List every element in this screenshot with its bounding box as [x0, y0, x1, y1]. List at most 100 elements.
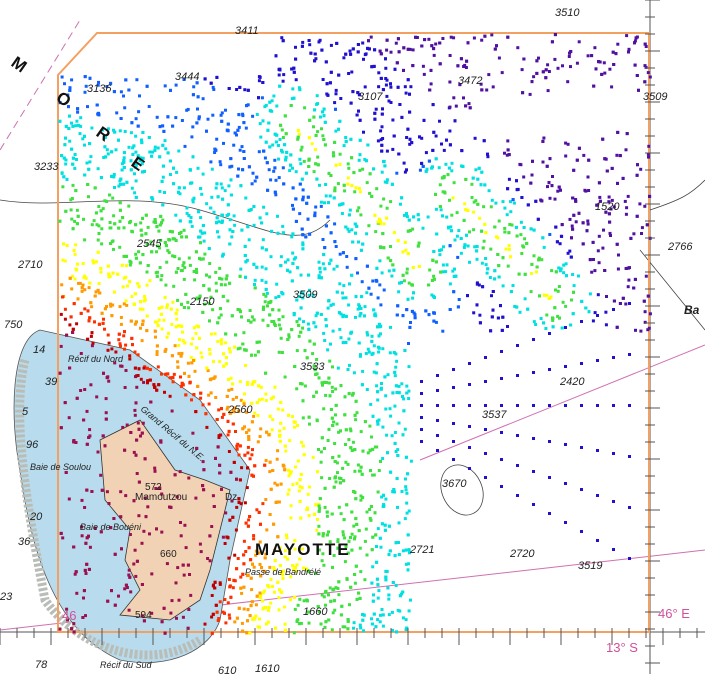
sounding-point	[322, 107, 326, 111]
sounding-point	[410, 283, 414, 287]
sounding-point	[222, 364, 226, 368]
sounding-point	[65, 244, 69, 247]
sounding-point	[587, 158, 591, 162]
sounding-point	[393, 431, 397, 434]
sounding-point	[371, 447, 375, 451]
sounding-point	[273, 548, 277, 552]
sounding-point	[145, 283, 149, 287]
sounding-point	[441, 190, 445, 194]
sounding-point	[337, 505, 341, 509]
sounding-point	[113, 222, 117, 226]
sounding-point	[231, 230, 235, 233]
sounding-point	[115, 111, 119, 115]
town-label: Dz	[225, 492, 237, 503]
sounding-point	[276, 535, 280, 539]
sounding-point	[306, 217, 310, 221]
sounding-point	[248, 631, 252, 635]
sounding-point	[323, 447, 326, 450]
sounding-point	[280, 150, 284, 154]
sounding-point	[420, 440, 423, 443]
sounding-point	[258, 122, 262, 126]
sounding-point	[463, 243, 467, 247]
sounding-point	[125, 423, 129, 427]
sounding-point	[78, 281, 82, 285]
sounding-point	[231, 586, 235, 590]
sounding-point	[111, 271, 115, 275]
sounding-point	[311, 455, 315, 459]
sounding-point	[530, 80, 534, 84]
sounding-point	[218, 307, 222, 311]
sounding-point	[313, 214, 317, 218]
sounding-point	[157, 318, 161, 322]
sounding-point	[330, 512, 334, 516]
sounding-point	[360, 295, 364, 299]
sounding-point	[491, 290, 495, 293]
sounding-point	[199, 229, 203, 233]
sounding-point	[260, 265, 264, 269]
sounding-point	[144, 213, 148, 217]
sounding-point	[189, 355, 193, 359]
sounding-point	[464, 177, 468, 181]
sounding-point	[68, 366, 72, 370]
sounding-point	[460, 164, 464, 168]
sounding-point	[169, 88, 172, 92]
sounding-point	[559, 267, 563, 271]
sounding-point	[209, 81, 213, 85]
sounding-point	[506, 35, 510, 39]
sounding-point	[258, 216, 262, 220]
sounding-point	[359, 353, 362, 357]
sounding-point	[277, 176, 281, 180]
sounding-point	[132, 450, 136, 454]
sounding-point	[503, 151, 506, 155]
sounding-point	[93, 526, 97, 530]
sounding-point	[137, 514, 141, 518]
sounding-point	[318, 38, 322, 42]
sounding-point	[103, 307, 107, 311]
sounding-point	[165, 305, 169, 309]
sounding-point	[441, 329, 445, 333]
sounding-point	[372, 473, 376, 477]
sounding-point	[408, 229, 412, 233]
sounding-point	[604, 210, 608, 214]
sounding-point	[76, 107, 80, 111]
sounding-point	[263, 556, 267, 560]
sounding-point	[375, 577, 379, 581]
sounding-point	[109, 242, 113, 245]
sounding-point	[73, 252, 77, 256]
sounding-point	[316, 130, 320, 134]
sounding-point	[432, 295, 436, 299]
sounding-point	[354, 418, 358, 422]
sounding-point	[240, 621, 244, 625]
sounding-point	[464, 104, 468, 108]
sounding-point	[535, 265, 539, 269]
sounding-point	[394, 450, 398, 453]
sounding-point	[317, 274, 321, 278]
sounding-point	[468, 362, 471, 365]
sounding-point	[125, 180, 129, 184]
sounding-point	[383, 164, 387, 168]
sounding-point	[64, 209, 68, 213]
sounding-point	[553, 306, 557, 310]
sounding-point	[628, 404, 631, 407]
sounding-point	[86, 337, 90, 341]
sounding-point	[225, 394, 229, 398]
sounding-point	[201, 97, 205, 101]
sounding-point	[566, 142, 570, 146]
sounding-point	[636, 163, 639, 167]
sounding-point	[624, 302, 628, 306]
place-label: Baie de Bouéni	[80, 522, 142, 532]
sounding-point	[149, 400, 153, 404]
sounding-point	[183, 341, 187, 345]
sounding-point	[268, 109, 272, 113]
sounding-point	[220, 342, 223, 346]
sounding-point	[509, 210, 513, 214]
sounding-point	[274, 500, 278, 504]
sounding-point	[232, 143, 236, 147]
sounding-point	[271, 418, 275, 422]
sounding-point	[472, 228, 476, 232]
sounding-point	[232, 578, 236, 582]
sounding-point	[210, 631, 214, 635]
sounding-point	[361, 242, 365, 246]
sounding-point	[376, 139, 380, 143]
